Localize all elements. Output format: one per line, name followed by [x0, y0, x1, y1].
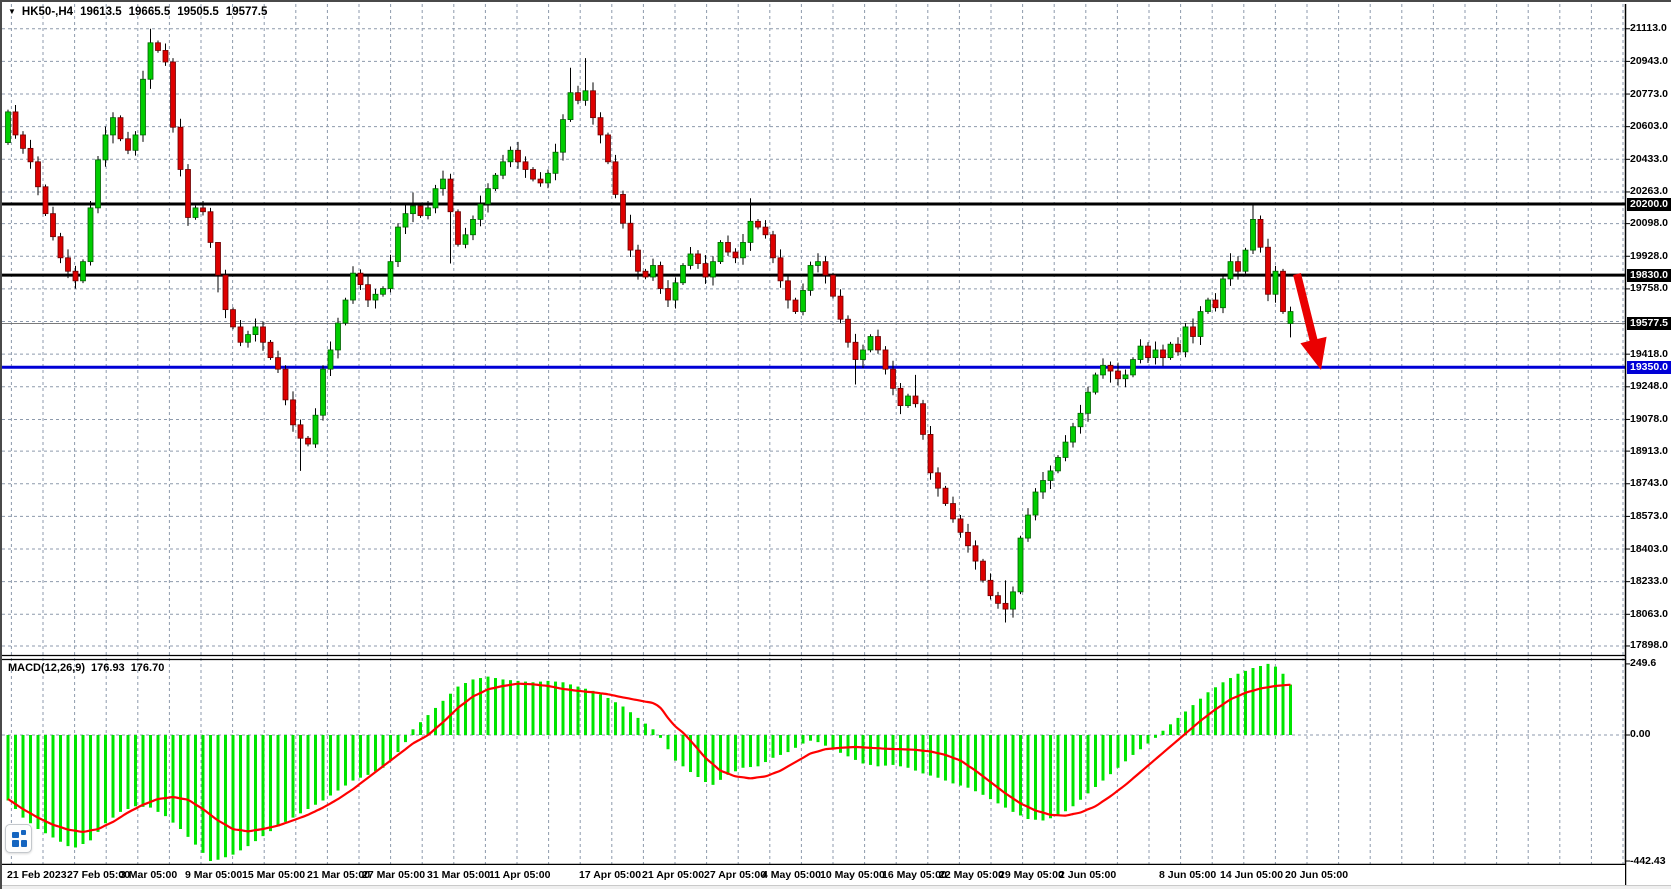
time-axis-label: 15 Mar 05:00 — [242, 869, 306, 881]
time-axis-label: 21 Mar 05:00 — [307, 869, 371, 881]
price-axis-label: 20773.0 — [1630, 87, 1668, 100]
time-axis-label: 4 May 05:00 — [762, 869, 821, 881]
price-axis-label: 18743.0 — [1630, 477, 1668, 490]
price-axis-label: 18403.0 — [1630, 542, 1668, 555]
time-axis-label: 29 May 05:00 — [999, 869, 1064, 881]
price-axis-label: 19248.0 — [1630, 380, 1668, 393]
time-axis-label: 27 Apr 05:00 — [704, 869, 767, 881]
macd-axis-label: 249.6 — [1630, 657, 1657, 670]
price-axis-label: 18063.0 — [1630, 607, 1668, 620]
price-axis-label: 18913.0 — [1630, 444, 1668, 457]
high-value: 19665.5 — [128, 6, 171, 18]
price-axis-label: 20943.0 — [1630, 54, 1668, 67]
macd-histogram — [6, 663, 1292, 862]
macd-indicator-label: MACD(12,26,9) 176.93 176.70 — [8, 662, 164, 674]
down-arrow-annotation — [1293, 273, 1327, 370]
time-axis-label: 31 Mar 05:00 — [427, 869, 491, 881]
time-axis-label: 8 Jun 05:00 — [1159, 869, 1217, 881]
time-axis-label: 22 May 05:00 — [939, 869, 1004, 881]
blue-squares-icon — [12, 832, 19, 838]
chart-title: ▼ HK50-,H4 19613.5 19665.5 19505.5 19577.5 — [8, 6, 267, 18]
price-axis-label: 20263.0 — [1630, 185, 1668, 198]
macd-signal-value: 176.70 — [130, 662, 165, 674]
one-click-trading-dropdown-icon[interactable]: ▼ — [8, 7, 16, 16]
time-axis-label: 27 Mar 05:00 — [362, 869, 426, 881]
time-axis[interactable]: 21 Feb 2023 27 Feb 05:00 3 Mar 05:00 9 Mar … — [2, 865, 1625, 885]
time-axis-label: 17 Apr 05:00 — [579, 869, 642, 881]
time-axis-label: 20 Jun 05:00 — [1285, 869, 1349, 881]
price-axis-label: 20098.0 — [1630, 217, 1668, 230]
time-axis-label: 9 Mar 05:00 — [185, 869, 243, 881]
candlestick-series — [5, 28, 1294, 623]
close-value: 19577.5 — [225, 6, 268, 18]
macd-main-value: 176.93 — [91, 662, 125, 674]
support-line-label: 19350.0 — [1627, 360, 1671, 374]
symbol-period: HK50-,H4 — [21, 6, 74, 18]
price-axis-label: 20603.0 — [1630, 120, 1668, 133]
price-axis-label: 18573.0 — [1630, 509, 1668, 522]
macd-axis-label: 0.00 — [1630, 728, 1651, 741]
resistance-line-label: 19830.0 — [1627, 268, 1671, 282]
time-axis-label: 11 Apr 05:00 — [489, 869, 551, 881]
price-axis-label: 20433.0 — [1630, 152, 1668, 165]
time-axis-label: 10 May 05:00 — [820, 869, 885, 881]
time-axis-label: 2 Jun 05:00 — [1059, 869, 1117, 881]
time-axis-label: 3 Mar 05:00 — [120, 869, 178, 881]
macd-name: MACD(12,26,9) — [8, 662, 86, 674]
price-axis-label: 19078.0 — [1630, 412, 1668, 425]
price-axis-label: 21113.0 — [1630, 22, 1667, 35]
time-axis-label: 16 May 05:00 — [882, 869, 947, 881]
macd-axis-label: -442.43 — [1630, 854, 1666, 867]
time-axis-label: 14 Jun 05:00 — [1220, 869, 1284, 881]
price-axis-label: 19418.0 — [1630, 347, 1668, 360]
open-value: 19613.5 — [80, 6, 122, 18]
time-axis-label: 27 Feb 05:00 — [67, 869, 131, 881]
price-axis-label: 18233.0 — [1630, 575, 1668, 588]
price-axis-label: 19758.0 — [1630, 282, 1668, 295]
current-price-label: 19577.5 — [1627, 317, 1671, 331]
platform-launcher-button[interactable] — [5, 824, 32, 853]
bottom-strip — [2, 885, 1671, 889]
price-axis-label: 17898.0 — [1630, 639, 1668, 652]
time-axis-label: 21 Apr 05:00 — [642, 869, 705, 881]
price-axis-label: 19928.0 — [1630, 249, 1668, 262]
time-axis-label: 21 Feb 2023 — [7, 869, 67, 881]
low-value: 19505.5 — [177, 6, 219, 18]
macd-signal-line — [7, 682, 1291, 833]
resistance-line-label: 20200.0 — [1627, 197, 1671, 211]
